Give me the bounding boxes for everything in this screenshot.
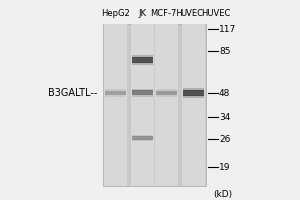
- Bar: [132, 55, 153, 58]
- Text: B3GALTL--: B3GALTL--: [48, 88, 98, 98]
- Bar: [105, 89, 126, 91]
- Bar: [132, 90, 153, 95]
- Text: UVEC: UVEC: [181, 9, 203, 18]
- Bar: [132, 89, 153, 91]
- Text: 117: 117: [219, 24, 236, 33]
- Bar: [105, 95, 126, 97]
- Bar: [155, 24, 178, 186]
- Text: HUVEC: HUVEC: [201, 9, 231, 18]
- Bar: [156, 89, 177, 91]
- Bar: [156, 95, 177, 97]
- Bar: [183, 90, 204, 96]
- Bar: [183, 88, 204, 91]
- Bar: [104, 24, 127, 186]
- Text: MCF-7H: MCF-7H: [150, 9, 183, 18]
- Bar: [103, 24, 206, 186]
- Bar: [132, 135, 153, 137]
- Text: 85: 85: [219, 46, 230, 55]
- Bar: [132, 57, 153, 63]
- Bar: [132, 139, 153, 141]
- Bar: [156, 91, 177, 95]
- Text: 26: 26: [219, 134, 230, 144]
- Bar: [183, 95, 204, 98]
- Text: 34: 34: [219, 112, 230, 121]
- Text: 48: 48: [219, 88, 230, 98]
- Text: (kD): (kD): [213, 190, 232, 199]
- Bar: [131, 24, 154, 186]
- Bar: [132, 95, 153, 97]
- Bar: [132, 62, 153, 65]
- Bar: [182, 24, 205, 186]
- Text: JK: JK: [139, 9, 146, 18]
- Bar: [132, 136, 153, 140]
- Text: HepG2: HepG2: [101, 9, 130, 18]
- Bar: [105, 91, 126, 95]
- Text: 19: 19: [219, 162, 230, 171]
